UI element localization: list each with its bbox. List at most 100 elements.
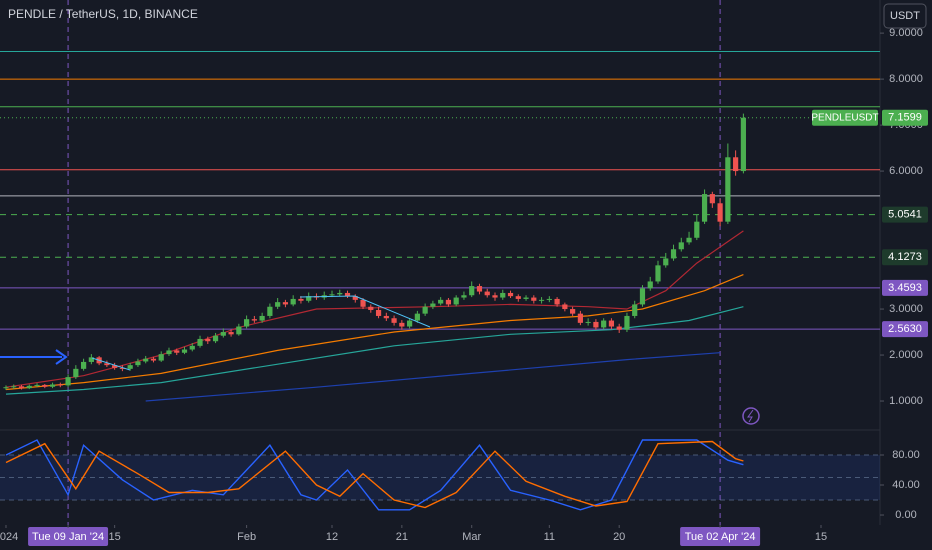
candle-body — [570, 309, 576, 314]
candle-body — [251, 319, 257, 321]
candle-body — [632, 304, 638, 316]
currency-label[interactable]: USDT — [890, 10, 920, 22]
candle-body — [236, 326, 242, 335]
candle-body — [143, 358, 149, 362]
level-tag-label: 4.1273 — [888, 251, 922, 263]
candle-body — [430, 303, 436, 307]
candle-body — [562, 304, 568, 310]
symbol-tag — [812, 109, 878, 126]
candle-body — [80, 361, 87, 369]
candle-body — [577, 313, 583, 323]
x-tick-highlight — [680, 527, 761, 546]
candle-body — [740, 117, 746, 172]
candle-body — [709, 194, 715, 204]
x-tick-label: Tue 09 Jan '24 — [32, 531, 104, 543]
candle-body — [119, 367, 126, 369]
x-tick-label: 20 — [613, 531, 625, 543]
candle-body — [438, 299, 444, 304]
candle-body — [282, 302, 289, 305]
trend-drawing — [91, 295, 431, 371]
candle-body — [220, 332, 226, 336]
event-bolt — [747, 409, 754, 423]
candle-body — [670, 249, 677, 259]
candle-body — [616, 326, 622, 330]
candle-body — [259, 315, 265, 321]
level-tag — [882, 321, 928, 338]
candle-body — [701, 194, 708, 222]
symbol-tag-label: PENDLEUSDT — [811, 112, 878, 123]
candle-body — [127, 365, 133, 369]
candle-body — [694, 221, 700, 238]
candle-body — [290, 298, 296, 305]
x-tick-label: 15 — [815, 531, 827, 543]
currency-button[interactable] — [883, 3, 927, 29]
moving-average — [5, 230, 744, 388]
candle-body — [244, 319, 250, 327]
candle-body — [608, 320, 615, 327]
candle-body — [26, 385, 32, 389]
candle-body — [344, 292, 351, 297]
candle-body — [197, 338, 203, 346]
candle-body — [3, 387, 9, 389]
candle-body — [445, 299, 452, 305]
candle-body — [476, 286, 483, 292]
x-tick-label: 2024 — [0, 531, 18, 543]
candle-body — [461, 295, 467, 298]
candle-body — [34, 384, 40, 386]
moving-average — [5, 274, 744, 391]
candle-body — [624, 315, 630, 330]
candle-body — [212, 335, 219, 342]
moving-average — [5, 306, 744, 395]
x-tick-label: Mar — [462, 531, 481, 543]
event-icon[interactable] — [742, 407, 760, 425]
candle-body — [42, 384, 48, 387]
candle-body — [531, 297, 537, 301]
candle-body — [500, 292, 506, 298]
candle-body — [158, 354, 164, 361]
candle-body — [725, 157, 731, 222]
x-tick-label: Feb — [237, 531, 256, 543]
candle-body — [267, 306, 273, 316]
candle-body — [593, 321, 599, 328]
candle-body — [554, 298, 560, 305]
candle-body — [228, 332, 234, 335]
candle-body — [337, 292, 343, 295]
candle-body — [733, 157, 739, 172]
candle-body — [189, 345, 195, 350]
stoch-line — [5, 440, 744, 509]
candle-body — [166, 350, 172, 355]
arrow-annotation — [0, 349, 68, 365]
candle-body — [88, 357, 94, 362]
candle-body — [57, 384, 63, 386]
candle-body — [391, 318, 397, 323]
y-tick-label: 2.0000 — [889, 349, 923, 361]
stoch-line — [5, 439, 744, 511]
candle-body — [663, 258, 669, 266]
last-price-label: 7.1599 — [888, 112, 922, 124]
moving-average — [145, 352, 721, 402]
candle-body — [678, 242, 684, 250]
candle-body — [686, 237, 692, 243]
candle-body — [181, 349, 188, 353]
candle-body — [492, 295, 498, 298]
candle-body — [205, 338, 211, 342]
candle-body — [18, 386, 25, 389]
candle-body — [11, 386, 17, 388]
candle-body — [717, 203, 723, 222]
x-tick-label: 21 — [396, 531, 408, 543]
last-price-tag — [882, 109, 928, 126]
candle-body — [647, 281, 653, 289]
y-tick-label: 40.00 — [892, 479, 920, 491]
candle-body — [65, 377, 71, 386]
chart-title: PENDLE / TetherUS, 1D, BINANCE — [8, 7, 198, 21]
candle-body — [368, 306, 374, 310]
y-tick-label: 9.0000 — [889, 27, 923, 39]
level-tag-label: 3.4593 — [888, 282, 922, 294]
candle-body — [360, 299, 366, 307]
candle-body — [515, 296, 521, 299]
y-tick-label: 80.00 — [892, 449, 920, 461]
y-tick-label: 1.0000 — [889, 395, 923, 407]
candle-body — [383, 315, 389, 319]
